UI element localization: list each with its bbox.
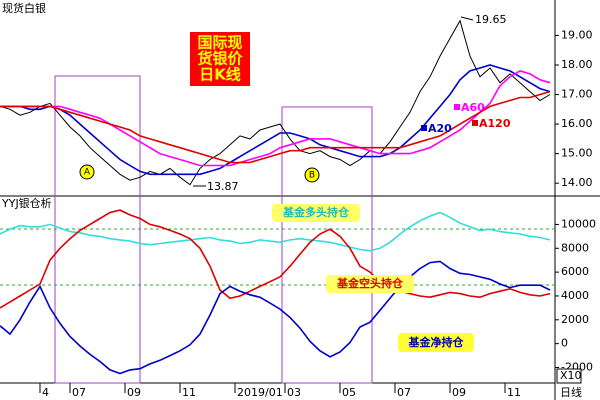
series-line	[0, 19, 551, 186]
x-tick-label: 2019/01	[237, 386, 283, 399]
y-tick-label: 0	[561, 337, 568, 350]
x-tick-label: 11	[507, 386, 521, 399]
y-tick-label: 4000	[561, 289, 589, 302]
zone-marker	[304, 167, 320, 183]
x-tick-label: 05	[342, 386, 356, 399]
legend-box	[326, 275, 414, 293]
y-tick-label: 2000	[561, 313, 589, 326]
zone-box	[54, 75, 141, 384]
banner: 货银价	[197, 50, 243, 68]
legend-label: A60	[461, 101, 485, 114]
y-tick-label: 16.00	[561, 117, 593, 130]
y-tick-label: 14.00	[561, 176, 593, 189]
series-line	[0, 90, 551, 164]
zone-marker	[79, 164, 95, 180]
legend-swatch	[421, 125, 427, 131]
x-tick-label: 03	[287, 386, 301, 399]
y-tick-label: 17.00	[561, 88, 593, 101]
y-tick-label: 8000	[561, 241, 589, 254]
zone-label: B	[309, 171, 315, 181]
zone-box	[281, 106, 373, 384]
series-line	[0, 64, 551, 176]
legend-label: 基金净持仓	[408, 335, 465, 349]
x-tick-label: 09	[127, 386, 141, 399]
legend-label: A120	[479, 117, 511, 130]
scale-box	[556, 368, 582, 384]
y-tick-label: 6000	[561, 265, 589, 278]
y-tick-label: 10000	[561, 217, 596, 230]
legend-label: 基金多头持仓	[282, 205, 350, 219]
legend-box	[272, 204, 360, 222]
x-tick-label: 4	[42, 386, 49, 399]
series-line	[0, 260, 551, 375]
x-tick-label: 07	[397, 386, 411, 399]
series-line	[0, 70, 551, 167]
y-tick-label: 15.00	[561, 147, 593, 160]
banner: 日K线	[199, 66, 241, 84]
zone-label: A	[84, 168, 91, 178]
legend-box	[398, 333, 474, 352]
plot-layer: 19.00 18.00 17.00 16.00 15.00 14.00 10000 8000 6…	[0, 19, 596, 399]
x-tick-label: 11	[182, 386, 196, 399]
low-label: 13.87	[207, 180, 239, 193]
legend-swatch	[472, 120, 478, 126]
legend-label: A20	[428, 122, 452, 135]
series-line	[0, 211, 551, 252]
chart-title: YYJ银仓析	[1, 196, 52, 210]
x-tick-label: 07	[72, 386, 86, 399]
legend-swatch	[454, 104, 460, 110]
y-tick-label: 18.00	[561, 58, 593, 71]
high-label: 19.65	[475, 13, 507, 26]
series-line	[0, 209, 551, 309]
period-label: 日线	[560, 385, 582, 399]
banner: 国际现	[197, 34, 242, 52]
legend-label: 基金空头持仓	[336, 276, 404, 290]
scale-label: X10	[560, 369, 582, 382]
pointer	[460, 16, 474, 21]
chart-title: 现货白银	[2, 1, 46, 15]
x-tick-label: 09	[452, 386, 466, 399]
banner-box	[190, 32, 250, 86]
y-tick-label: 19.00	[561, 28, 593, 41]
